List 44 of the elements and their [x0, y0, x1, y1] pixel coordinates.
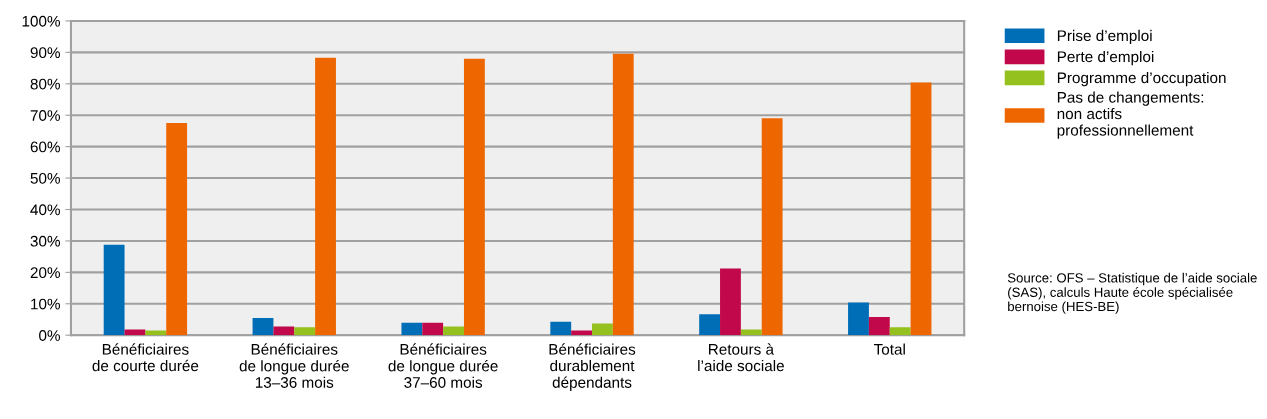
y-tick-label: 50% [30, 172, 60, 184]
legend-label: Perte d’emploi [1057, 50, 1154, 66]
x-tick-label: Total [873, 343, 905, 355]
bar [889, 327, 911, 336]
bar [699, 314, 721, 336]
y-tick-label: 60% [30, 141, 60, 153]
bar [422, 322, 444, 336]
bar [868, 316, 890, 336]
bar [443, 326, 464, 336]
bar [612, 53, 634, 336]
x-tick-label: Bénéficiaires de longue durée 37–60 mois [388, 343, 498, 388]
legend-label: Prise d’emploi [1057, 29, 1152, 45]
bar [910, 82, 932, 336]
bar [571, 330, 593, 336]
bar [848, 302, 869, 336]
y-tick-label: 40% [30, 204, 60, 216]
bar [103, 244, 125, 336]
legend-label: Pas de changements: non actifs professionnellement [1057, 91, 1204, 139]
x-tick-label: Bénéficiaires durablement dépendants [549, 343, 636, 391]
bar [592, 323, 613, 336]
y-tick-label: 100% [22, 15, 60, 27]
bar [720, 268, 741, 336]
bar [145, 330, 167, 336]
bar [550, 321, 572, 336]
x-tick-label: Bénéficiaires de longue durée 13–36 mois [239, 343, 349, 388]
bar [294, 327, 316, 336]
bar [166, 123, 188, 336]
bar [401, 322, 423, 336]
legend-label: Programme d’occupation [1057, 71, 1226, 87]
y-tick-label: 20% [30, 267, 60, 279]
bar [463, 58, 485, 336]
y-tick-label: 90% [30, 47, 60, 59]
bar [761, 118, 783, 336]
bar [273, 326, 295, 336]
bar [315, 57, 336, 336]
y-tick-label: 10% [31, 298, 60, 310]
x-tick-label: Bénéficiaires de courte durée [92, 343, 199, 372]
source-note: Source: OFS – Statistique de l’aide sociale (SAS), calculs Haute école spécialisée bernoise (HES-BE) [1007, 272, 1257, 314]
x-tick-label: Retours à l’aide sociale [698, 343, 784, 372]
y-tick-label: 70% [30, 110, 60, 121]
y-tick-label: 0% [39, 330, 60, 341]
y-tick-label: 30% [30, 235, 60, 247]
bar [252, 317, 274, 336]
y-tick-label: 80% [30, 78, 60, 90]
